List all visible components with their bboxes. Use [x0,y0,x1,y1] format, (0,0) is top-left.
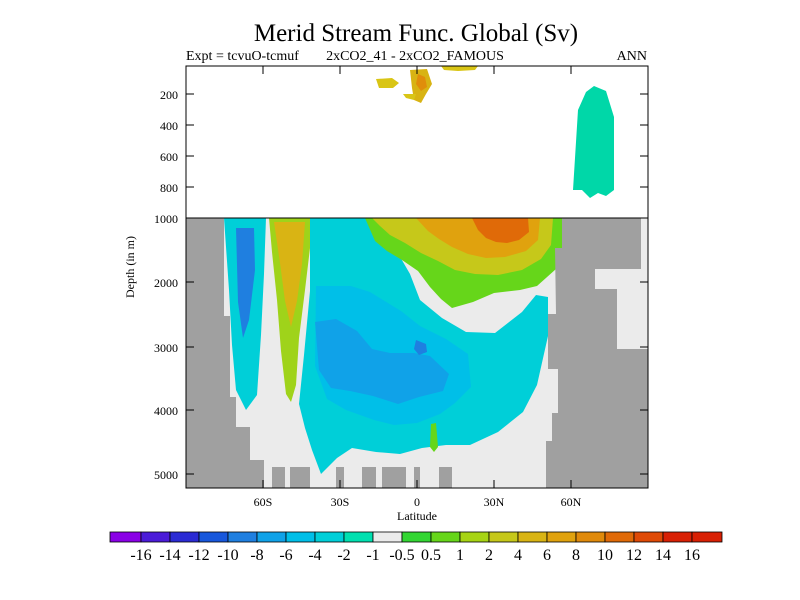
lower-y-label-2000: 2000 [154,276,178,290]
x-label-30S: 30S [331,495,350,509]
colorbar-label-m12: -12 [188,547,209,564]
colorbar-label-05: 0.5 [421,547,441,564]
upper-y-label-800: 800 [160,181,178,195]
colorbar-seg-1 [430,531,461,543]
colorbar-label-m8: -8 [250,547,263,564]
colorbar-label-m4: -4 [308,547,321,564]
colorbar-seg-m12 [169,531,200,543]
colorbar-label-m14: -14 [159,547,180,564]
colorbar-seg-m14 [140,531,171,543]
colorbar-seg-m4 [285,531,316,543]
bottom-land-block-4 [362,467,376,488]
colorbar-label-14: 14 [655,547,671,564]
north-land-mask [546,218,648,488]
colorbar-seg-m6 [256,531,287,543]
colorbar-seg-4 [488,531,519,543]
bottom-land-block-1 [272,467,285,488]
y-axis-title: Depth (in m) [123,236,137,298]
lower-y-label-4000: 4000 [154,404,178,418]
bottom-land-block-7 [414,467,420,488]
colorbar-label-m1: -1 [366,547,379,564]
colorbar-seg-m8 [227,531,258,543]
colorbar-seg-2 [459,531,490,543]
colorbar-seg-m1 [343,531,374,543]
x-label-60S: 60S [254,495,273,509]
bottom-land-block-5 [382,467,406,488]
colorbar-label-12: 12 [626,547,642,564]
global-negative-center-dot [414,340,427,355]
upper-positive-blob-1 [376,78,399,88]
lower-panel [185,217,649,489]
bottom-land-block-2 [290,467,310,488]
upper-y-label-1000: 1000 [154,212,178,226]
colorbar-seg-m10 [198,531,229,543]
north-positive-cell-core [472,218,529,243]
bottom-land-block-3 [336,467,344,488]
upper-positive-blob-5 [403,94,416,100]
subtitle-left: Expt = tcvuO-tcmuf [186,49,299,64]
equatorial-positive-sliver [430,423,438,452]
upper-y-label-600: 600 [160,150,178,164]
x-axis-title: Latitude [397,509,437,523]
upper-negative-cell [573,86,614,198]
south-deep-cell-core [236,228,255,338]
colorbar-label-16: 16 [684,547,700,564]
upper-y-label-400: 400 [160,119,178,133]
colorbar-label-2: 2 [485,547,493,564]
colorbar-label-6: 6 [543,547,551,564]
colorbar-seg-end [691,531,723,543]
x-label-30N: 30N [484,495,505,509]
upper-positive-blob-3 [416,74,427,91]
colorbar-label-1: 1 [456,547,464,564]
colorbar-seg-10 [575,531,606,543]
x-label-60N: 60N [561,495,582,509]
colorbar-seg-16 [662,531,693,543]
colorbar-label-m16: -16 [130,547,151,564]
colorbar-seg-m2 [314,531,345,543]
south-land-mask [186,218,264,488]
colorbar-seg-05 [401,531,432,543]
lower-y-label-3000: 3000 [154,341,178,355]
colorbar-label-4: 4 [514,547,522,564]
chart-title: Merid Stream Func. Global (Sv) [254,20,578,47]
axes [186,66,648,488]
colorbar-seg-m16 [109,531,142,543]
colorbar-label-m05: -0.5 [389,547,414,564]
colorbar-seg-12 [604,531,635,543]
colorbar-seg-8 [546,531,577,543]
lower-y-label-5000: 5000 [154,468,178,482]
south-positive-tongue-core [274,222,305,327]
colorbar-label-m10: -10 [217,547,238,564]
upper-y-label-200: 200 [160,88,178,102]
bottom-land-block-6 [439,467,452,488]
subtitle-right: ANN [617,49,647,64]
colorbar-seg-m05 [372,531,403,543]
x-label-0: 0 [414,495,420,509]
colorbar [109,531,723,543]
colorbar-label-10: 10 [597,547,613,564]
colorbar-label-m6: -6 [279,547,292,564]
upper-panel [185,65,649,219]
upper-positive-blob-4 [441,66,478,71]
global-negative-core-strong [315,319,449,404]
colorbar-label-8: 8 [572,547,580,564]
colorbar-seg-6 [517,531,548,543]
subtitle-center: 2xCO2_41 - 2xCO2_FAMOUS [326,49,504,64]
colorbar-seg-14 [633,531,664,543]
colorbar-label-m2: -2 [337,547,350,564]
